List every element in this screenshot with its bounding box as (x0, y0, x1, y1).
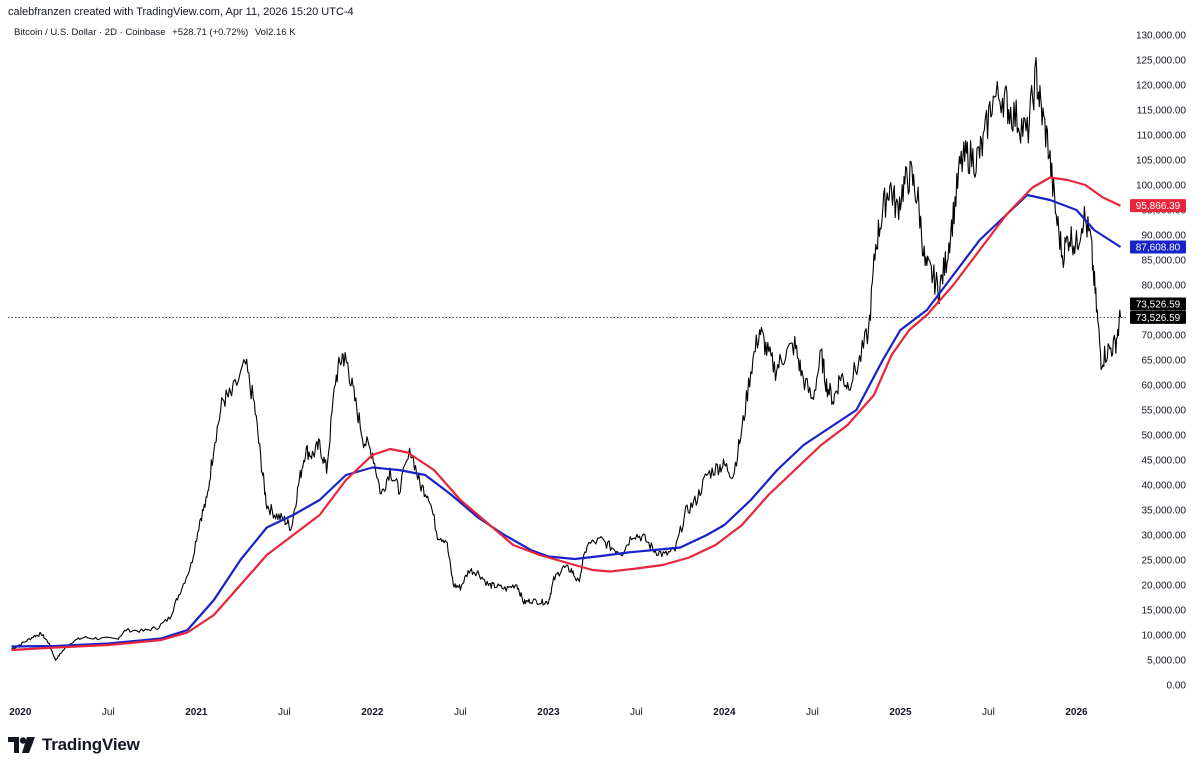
y-tick-label: 100,000.00 (1136, 181, 1186, 192)
y-tick-label: 120,000.00 (1136, 81, 1186, 92)
y-tick-label: 20,000.00 (1142, 581, 1187, 592)
y-tick-label: 130,000.00 (1136, 31, 1186, 42)
x-tick-label: 2024 (713, 707, 736, 718)
y-tick-label: 85,000.00 (1142, 256, 1187, 267)
x-tick-label: Jul (102, 707, 115, 718)
x-tick-label: 2021 (185, 707, 208, 718)
y-tick-label: 115,000.00 (1137, 106, 1187, 117)
chart-credit: calebfranzen created with TradingView.co… (8, 6, 354, 18)
tradingview-logo-icon (8, 737, 35, 753)
y-tick-label: 125,000.00 (1136, 56, 1186, 67)
y-tick-label: 70,000.00 (1142, 331, 1187, 342)
x-tick-label: 2026 (1065, 707, 1088, 718)
y-tick-label: 80,000.00 (1142, 281, 1187, 292)
y-tick-label: 45,000.00 (1142, 456, 1187, 467)
price-tag: 73,526.59 (1130, 310, 1186, 324)
volume-label: Vol2.16 K (254, 27, 296, 38)
price-chart[interactable]: 130,000.00 125,000.00 120,000.00 115,000.00… (0, 0, 1200, 730)
tradingview-logo-text: TradingView (42, 735, 140, 754)
ma-blue-line (11, 193, 1122, 648)
symbol-legend: Bitcoin / U.S. Dollar · 2D · Coinbase +5… (14, 27, 296, 38)
x-tick-label: Jul (454, 707, 467, 718)
x-tick-label: Jul (278, 707, 291, 718)
symbol-name[interactable]: Bitcoin / U.S. Dollar · 2D · Coinbase (14, 27, 166, 38)
price-tag: 73,526.59 (1130, 297, 1186, 311)
y-tick-label: 105,000.00 (1136, 156, 1186, 167)
y-tick-label: 25,000.00 (1142, 556, 1187, 567)
tradingview-logo[interactable]: TradingView (8, 734, 140, 756)
y-tick-label: 0.00 (1167, 681, 1187, 692)
price-change: +528.71 (+0.72%) (172, 27, 249, 38)
y-tick-label: 60,000.00 (1142, 381, 1187, 392)
svg-text:87,608.80: 87,608.80 (1136, 242, 1181, 253)
y-tick-label: 40,000.00 (1142, 481, 1187, 492)
y-tick-label: 15,000.00 (1142, 606, 1187, 617)
x-tick-label: 2020 (9, 707, 32, 718)
x-tick-label: Jul (806, 707, 819, 718)
y-tick-label: 10,000.00 (1142, 631, 1187, 642)
y-tick-label: 5,000.00 (1147, 656, 1186, 667)
x-tick-label: 2023 (537, 707, 560, 718)
x-tick-label: Jul (630, 707, 643, 718)
x-tick-label: 2025 (889, 707, 912, 718)
price-line (11, 56, 1122, 661)
price-tag: 95,866.39 (1130, 199, 1186, 213)
y-tick-label: 90,000.00 (1142, 231, 1187, 242)
x-tick-label: 2022 (361, 707, 384, 718)
svg-text:73,526.59: 73,526.59 (1136, 300, 1181, 311)
y-tick-label: 55,000.00 (1142, 406, 1187, 417)
ma-red-line (11, 176, 1121, 652)
y-tick-label: 65,000.00 (1142, 356, 1187, 367)
y-tick-label: 50,000.00 (1142, 431, 1187, 442)
svg-text:95,866.39: 95,866.39 (1136, 201, 1181, 212)
svg-text:73,526.59: 73,526.59 (1136, 313, 1181, 324)
y-tick-label: 110,000.00 (1137, 131, 1187, 142)
x-tick-label: Jul (982, 707, 995, 718)
price-tag: 87,608.80 (1130, 240, 1186, 254)
y-tick-label: 30,000.00 (1142, 531, 1187, 542)
y-tick-label: 35,000.00 (1142, 506, 1187, 517)
